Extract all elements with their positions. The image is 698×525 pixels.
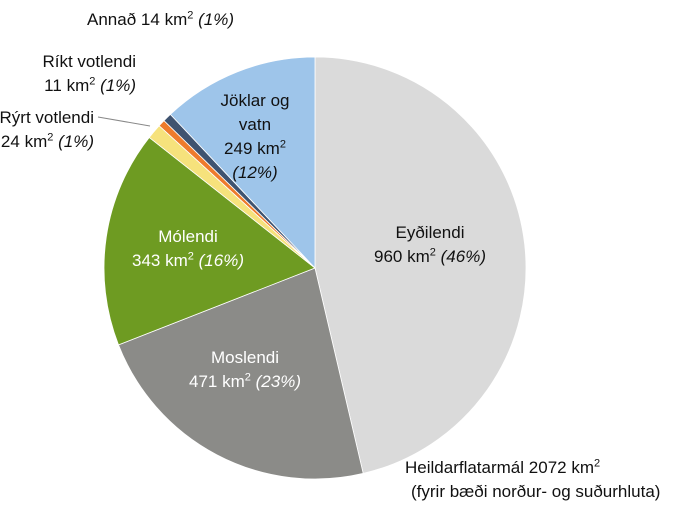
unit-power: 2	[279, 138, 286, 151]
total-name: Heildarflatarmál	[405, 458, 525, 477]
slice-name: Ríkt votlendi	[42, 52, 136, 71]
slice-label: Mólendi 343 km2 (16%)	[132, 225, 244, 273]
label-line: 11 km2 (1%)	[42, 74, 136, 98]
unit: km	[407, 247, 430, 266]
unit-power: 2	[47, 131, 54, 144]
pie-slice	[117, 267, 364, 480]
slice-label: Ríkt votlendi 11 km2 (1%)	[42, 50, 136, 98]
slice-value: 11	[44, 76, 62, 95]
slice-name: Jöklar og vatn	[220, 91, 290, 134]
slice-label: Annað 14 km2 (1%)	[87, 8, 234, 32]
slice-percent: (1%)	[100, 76, 136, 95]
pie-slice	[314, 56, 527, 474]
leader-line	[97, 116, 151, 127]
slice-label: Rýrt votlendi 24 km2 (1%)	[0, 106, 94, 154]
slice-value: 249	[224, 139, 253, 158]
unit: km	[571, 458, 595, 477]
slice-name: Eyðilendi	[395, 223, 465, 242]
slice-value: 343	[132, 251, 161, 270]
slice-percent: (1%)	[58, 132, 94, 151]
unit-power: 2	[244, 371, 251, 384]
slice-value: 14	[140, 10, 160, 29]
unit-power: 2	[89, 75, 96, 88]
pie-slice	[169, 56, 316, 270]
slice-label: Eyðilendi 960 km2 (46%)	[374, 221, 486, 269]
slice-percent: (12%)	[232, 163, 278, 182]
label-line: (12%)	[208, 161, 303, 185]
unit-power: 2	[187, 9, 194, 22]
total-note: (fyrir bæði norður- og suðurhluta)	[411, 482, 661, 501]
label-line: 24 km2 (1%)	[0, 130, 94, 154]
total-label: Heildarflatarmál 2072 km2 (fyrir bæði no…	[405, 456, 660, 504]
slice-name: Rýrt votlendi	[0, 108, 94, 127]
slice-name: Moslendi	[210, 348, 280, 367]
label-line: 343 km2 (16%)	[132, 249, 244, 273]
total-value: 2072	[528, 458, 567, 477]
unit: km	[66, 76, 90, 95]
unit-power: 2	[187, 250, 194, 263]
slice-percent: (46%)	[440, 247, 486, 266]
slice-value: 471	[189, 372, 218, 391]
pie-slice	[103, 136, 316, 346]
slice-value: 960	[374, 247, 403, 266]
slice-label: Jöklar og vatn 249 km2 (12%)	[208, 89, 303, 185]
label-line: 471 km2 (23%)	[189, 370, 301, 394]
unit: km	[257, 139, 280, 158]
unit: km	[222, 372, 245, 391]
slice-name: Mólendi	[158, 227, 218, 246]
slice-percent: (16%)	[198, 251, 244, 270]
label-line: 960 km2 (46%)	[374, 245, 486, 269]
label-line: 249 km2	[208, 137, 303, 161]
slice-name: Annað	[87, 10, 137, 29]
slice-value: 24	[0, 132, 20, 151]
slice-percent: (1%)	[198, 10, 234, 29]
unit-power: 2	[594, 457, 601, 470]
unit-power: 2	[429, 246, 436, 259]
slice-percent: (23%)	[255, 372, 301, 391]
slice-label: Moslendi 471 km2 (23%)	[189, 346, 301, 394]
unit: km	[164, 10, 188, 29]
unit: km	[24, 132, 48, 151]
label-line: Annað 14 km2 (1%)	[87, 8, 234, 32]
unit: km	[165, 251, 188, 270]
